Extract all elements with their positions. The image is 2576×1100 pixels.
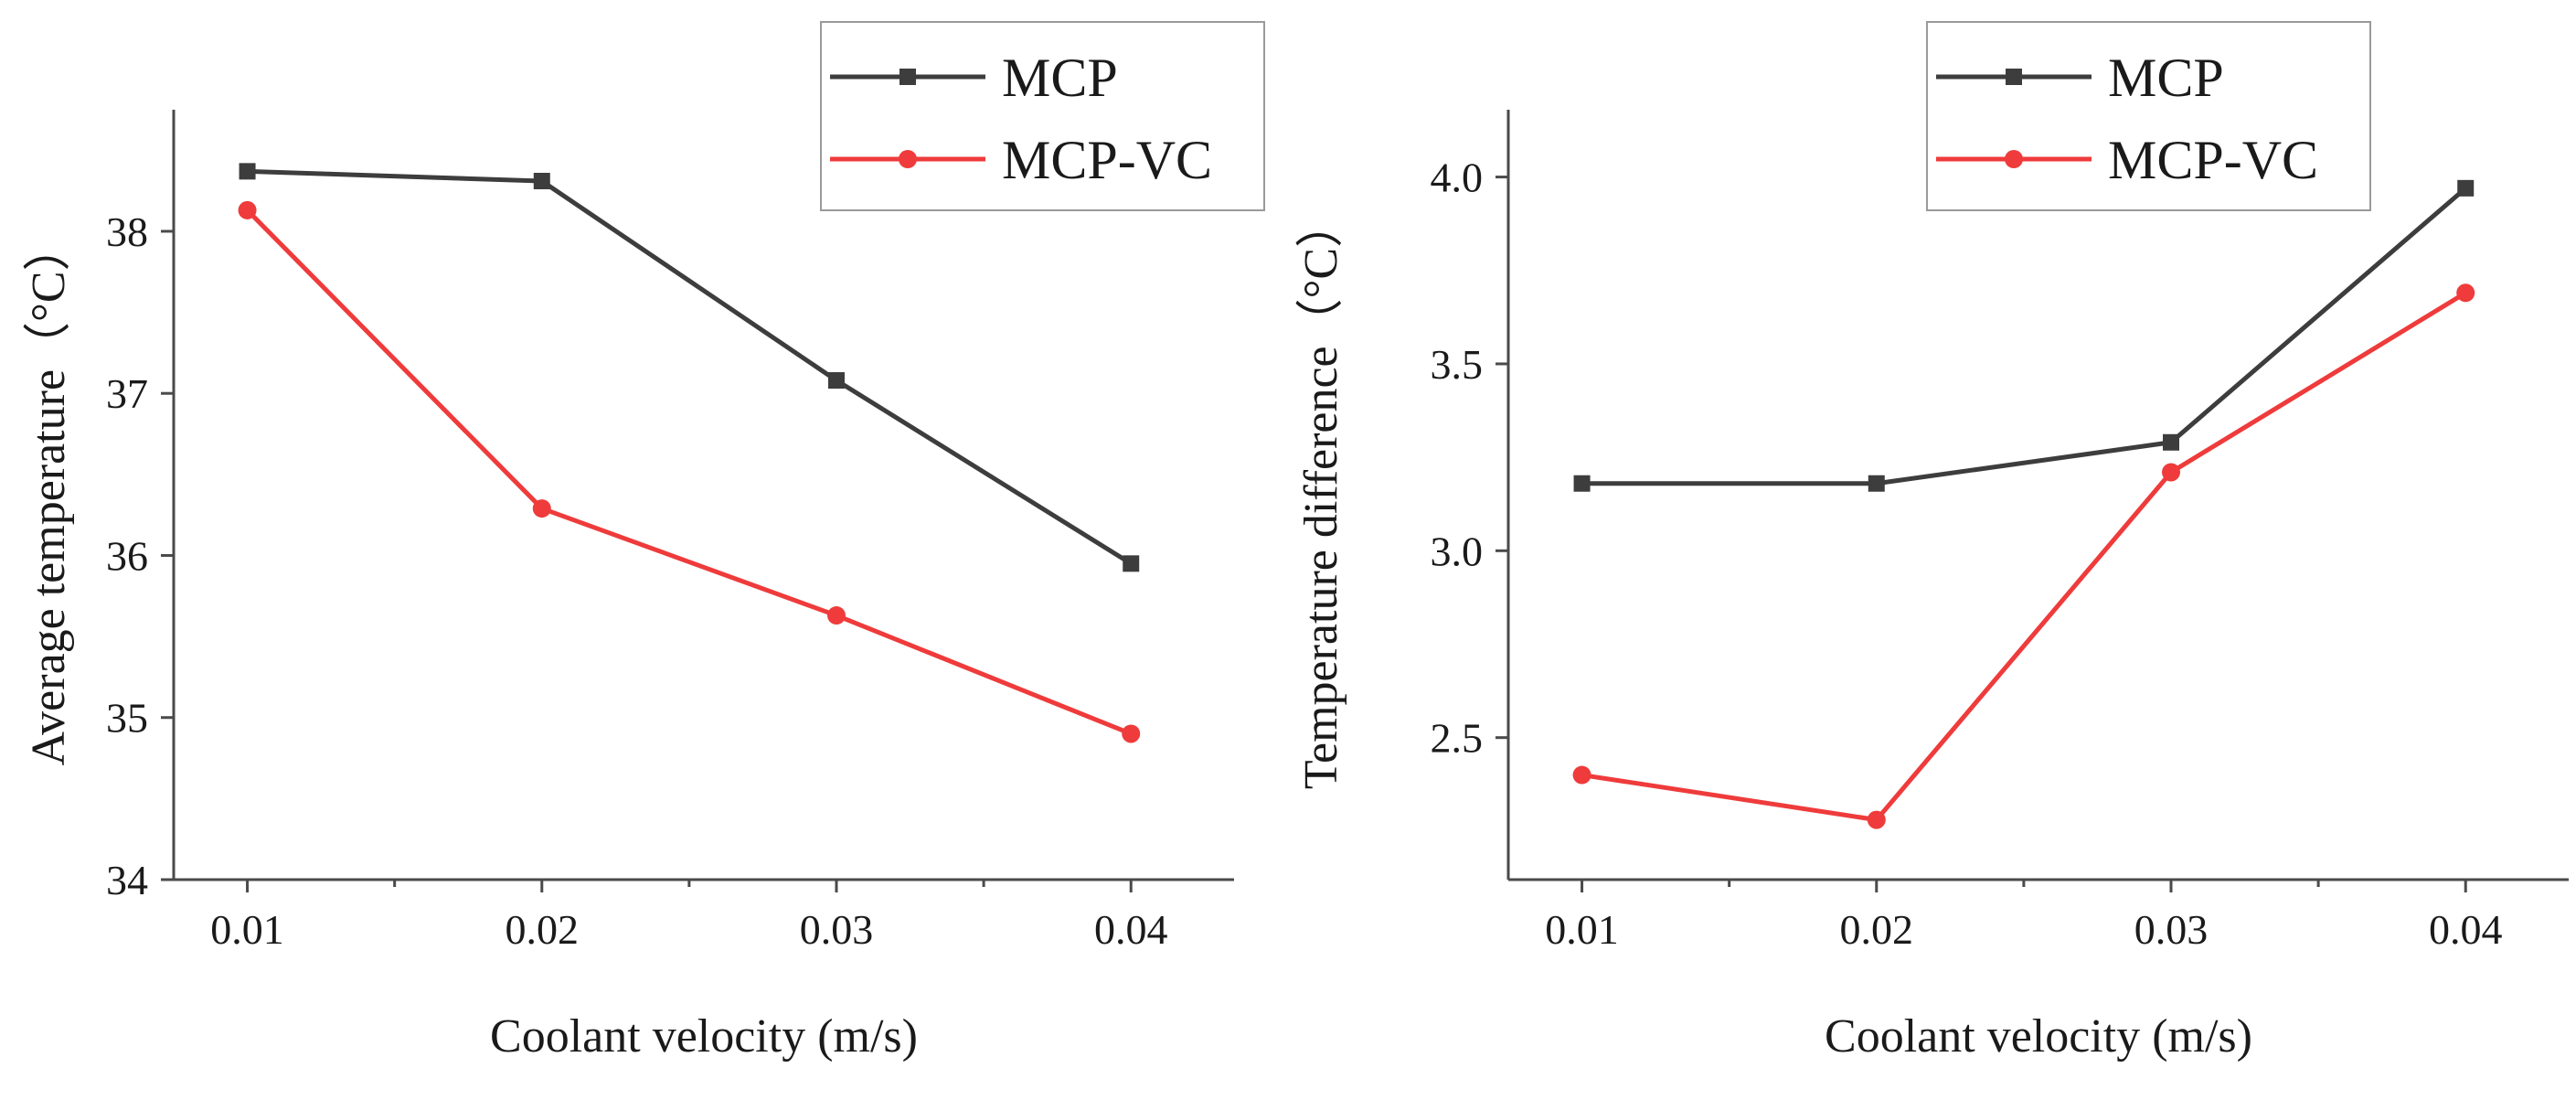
- y-tick-label: 37: [106, 370, 148, 417]
- x-tick-label: 0.03: [2134, 906, 2209, 953]
- legend-swatch-marker: [2005, 150, 2023, 168]
- data-point-mcp-vc: [827, 606, 846, 625]
- x-tick-label: 0.02: [506, 906, 580, 953]
- y-tick-label: 38: [106, 208, 148, 255]
- data-point-mcp-vc: [1122, 724, 1141, 743]
- y-tick-label: 34: [106, 857, 148, 903]
- series-line-mcp-vc: [245, 208, 1133, 736]
- y-tick-label: 3.0: [1431, 528, 1484, 574]
- legend-box: [820, 21, 1265, 211]
- data-point-mcp-vc: [2456, 283, 2475, 303]
- legend-swatch-marker: [899, 150, 917, 168]
- legend-label: MCP: [1002, 48, 1118, 108]
- y-axis-label: Average temperature（°C）: [23, 223, 75, 765]
- data-point-mcp-vc: [532, 499, 551, 518]
- legend-swatch-marker: [2006, 69, 2022, 85]
- x-tick-label: 0.02: [1840, 906, 1914, 953]
- x-tick-label: 0.01: [1545, 906, 1619, 953]
- y-tick-label: 36: [106, 532, 148, 579]
- data-point-mcp-vc: [1572, 765, 1591, 785]
- data-point-mcp: [533, 172, 550, 189]
- x-tick-label: 0.03: [800, 906, 874, 953]
- legend-label: MCP-VC: [2108, 130, 2318, 190]
- y-axis-label: Temperature difference（°C）: [1295, 200, 1347, 789]
- x-tick-label: 0.04: [2429, 906, 2503, 953]
- series-line-mcp: [247, 168, 1133, 566]
- x-tick-label: 0.01: [210, 906, 284, 953]
- y-tick-label: 35: [106, 695, 148, 742]
- data-point-mcp: [1123, 555, 1140, 572]
- legend-box: [1926, 21, 2371, 211]
- data-point-mcp: [828, 372, 845, 390]
- data-point-mcp-vc: [2162, 463, 2180, 482]
- y-tick-label: 4.0: [1431, 155, 1484, 201]
- data-point-mcp: [239, 163, 256, 180]
- data-point-mcp: [2457, 179, 2475, 197]
- x-tick-label: 0.04: [1094, 906, 1168, 953]
- legend-swatch-marker: [899, 69, 916, 85]
- x-axis-label: Coolant velocity (m/s): [490, 1010, 918, 1063]
- series-line-mcp: [1581, 186, 2467, 486]
- legend-label: MCP-VC: [1002, 130, 1212, 190]
- x-axis-label: Coolant velocity (m/s): [1825, 1010, 2252, 1063]
- data-point-mcp: [1573, 475, 1591, 492]
- chart-average-temperature: 34 35 36 37 38 0.01 0.02 0.03 0.04 Coolant veloci…: [23, 21, 1265, 1063]
- y-tick-label: 2.5: [1431, 715, 1484, 762]
- series-line-mcp-vc: [1581, 291, 2467, 823]
- data-point-mcp-vc: [238, 200, 257, 219]
- chart-temperature-difference: 2.5 3.0 3.5 4.0 0.01 0.02 0.03 0.04 Coolant velo…: [1295, 21, 2569, 1063]
- y-tick-label: 3.5: [1431, 341, 1484, 388]
- data-point-mcp-vc: [1867, 810, 1886, 829]
- data-point-mcp: [1868, 475, 1885, 492]
- legend-label: MCP: [2108, 48, 2224, 108]
- data-point-mcp: [2163, 433, 2179, 451]
